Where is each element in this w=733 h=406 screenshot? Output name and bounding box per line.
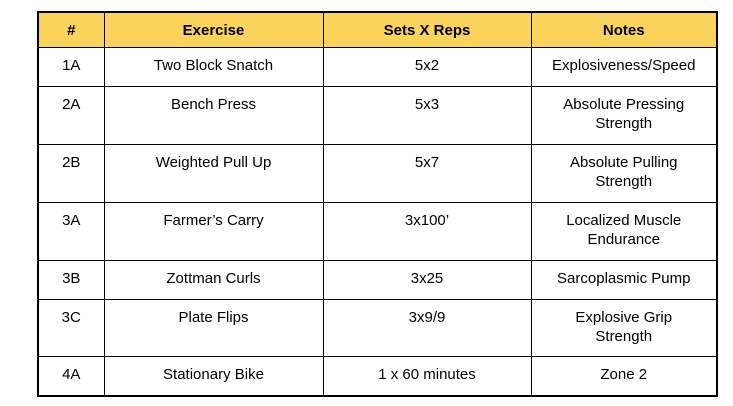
cell-notes: Localized Muscle Endurance [530, 202, 718, 261]
cell-number: 2A [37, 86, 105, 145]
workout-table: # Exercise Sets X Reps Notes 1A Two Bloc… [37, 11, 718, 397]
cell-sets-reps: 3x9/9 [322, 299, 532, 357]
table-row: 3C Plate Flips 3x9/9 Explosive Grip Stre… [37, 299, 718, 357]
cell-notes: Zone 2 [530, 356, 718, 396]
cell-sets-reps: 3x100’ [322, 202, 532, 261]
cell-exercise: Weighted Pull Up [103, 144, 324, 203]
cell-sets-reps: 5x7 [322, 144, 532, 203]
column-header-exercise: Exercise [103, 11, 324, 48]
column-header-notes: Notes [530, 11, 718, 48]
cell-number: 3B [37, 260, 105, 300]
cell-sets-reps: 3x25 [322, 260, 532, 300]
cell-exercise: Bench Press [103, 86, 324, 145]
cell-sets-reps: 1 x 60 minutes [322, 356, 532, 396]
cell-exercise: Stationary Bike [103, 356, 324, 396]
cell-sets-reps: 5x3 [322, 86, 532, 145]
table-row: 2A Bench Press 5x3 Absolute Pressing Str… [37, 86, 718, 145]
cell-number: 4A [37, 356, 105, 396]
column-header-sets-reps: Sets X Reps [322, 11, 532, 48]
table-row: 3B Zottman Curls 3x25 Sarcoplasmic Pump [37, 260, 718, 300]
cell-number: 3C [37, 299, 105, 357]
cell-number: 1A [37, 47, 105, 87]
cell-sets-reps: 5x2 [322, 47, 532, 87]
cell-notes: Explosive Grip Strength [530, 299, 718, 357]
table-row: 3A Farmer’s Carry 3x100’ Localized Muscl… [37, 202, 718, 261]
cell-exercise: Plate Flips [103, 299, 324, 357]
cell-exercise: Farmer’s Carry [103, 202, 324, 261]
table-row: 1A Two Block Snatch 5x2 Explosiveness/Sp… [37, 47, 718, 87]
header-row: # Exercise Sets X Reps Notes [37, 11, 718, 48]
cell-exercise: Two Block Snatch [103, 47, 324, 87]
table-row: 2B Weighted Pull Up 5x7 Absolute Pulling… [37, 144, 718, 203]
cell-notes: Absolute Pulling Strength [530, 144, 718, 203]
cell-exercise: Zottman Curls [103, 260, 324, 300]
cell-notes: Explosiveness/Speed [530, 47, 718, 87]
table-row: 4A Stationary Bike 1 x 60 minutes Zone 2 [37, 356, 718, 396]
cell-notes: Absolute Pressing Strength [530, 86, 718, 145]
cell-number: 2B [37, 144, 105, 203]
cell-number: 3A [37, 202, 105, 261]
column-header-number: # [37, 11, 105, 48]
cell-notes: Sarcoplasmic Pump [530, 260, 718, 300]
